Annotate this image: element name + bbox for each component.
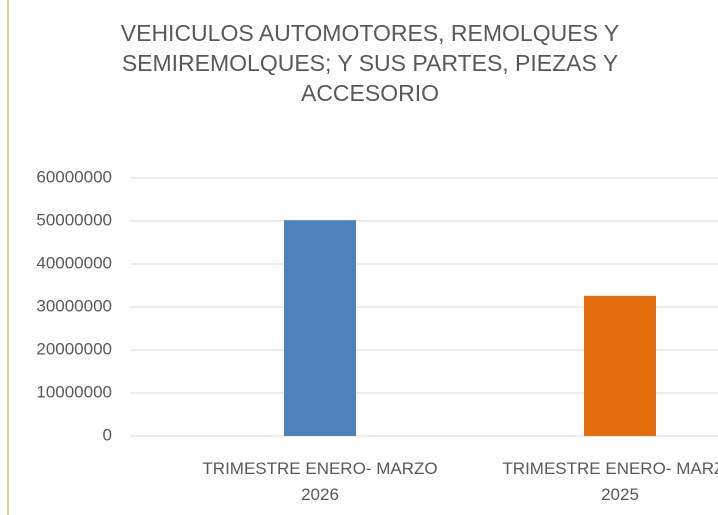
x-tick-label: TRIMESTRE ENERO- MARZO 2025 (502, 459, 718, 504)
y-tick-label: 40000000 (36, 253, 112, 272)
y-tick-label: 30000000 (36, 296, 112, 315)
y-tick-label: 50000000 (36, 210, 112, 229)
y-tick-label: 0 (103, 425, 112, 444)
chart-title: VEHICULOS AUTOMOTORES, REMOLQUES Y SEMIR… (120, 20, 620, 106)
x-tick-label: TRIMESTRE ENERO- MARZO 2026 (202, 459, 438, 504)
bar (584, 295, 656, 436)
y-tick-label: 60000000 (36, 167, 112, 186)
bar (284, 220, 356, 436)
y-tick-label: 10000000 (36, 382, 112, 401)
y-tick-label: 20000000 (36, 339, 112, 358)
